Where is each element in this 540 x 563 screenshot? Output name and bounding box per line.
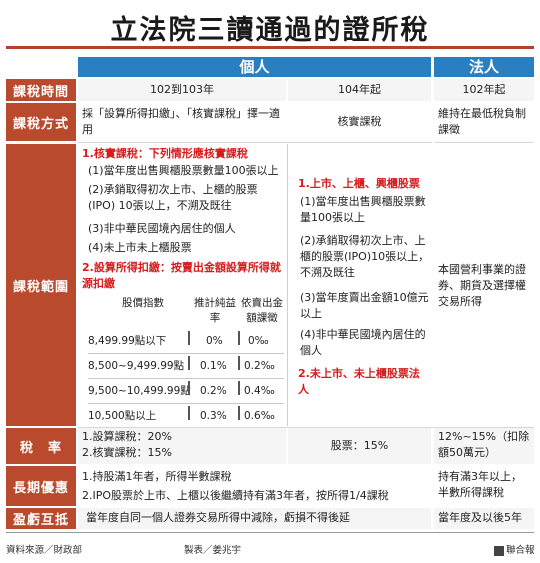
table-separator <box>188 356 190 370</box>
footer-maker: 製表／姜兆宇 <box>184 545 242 556</box>
table-cell-margin: 0.1% <box>200 360 227 372</box>
method-individual-col1: 採「設算所得扣繳」、「核實課稅」擇一適用 <box>82 104 284 140</box>
method-individual-col2: 核實課稅 <box>288 103 431 141</box>
header-corporate: 法人 <box>434 57 534 77</box>
incentive-individual-2: 2.IPO股票於上市、上櫃以後繼續持有滿3年者，按所得1/4課稅 <box>82 489 389 502</box>
table-row: 10,500點以上 0.3% 0.6‰ <box>88 406 284 426</box>
row-label-method: 課稅方式 <box>6 103 76 141</box>
scope-col2-item-1: (1)當年度出售興櫃股票數量100張以上 <box>300 195 426 224</box>
row-label-offset: 盈虧互抵 <box>6 508 76 529</box>
scope-col2-heading-1: 1.上市、上櫃、興櫃股票 <box>298 177 420 190</box>
row-label-incentive: 長期優惠 <box>6 466 76 506</box>
title-underline <box>6 46 534 49</box>
rate-individual-assessed: 1.設算課稅：20% <box>82 430 172 443</box>
incentive-individual-1: 1.持股滿1年者，所得半數課稅 <box>82 470 232 483</box>
column-divider <box>287 144 288 426</box>
table-cell-index: 8,499.99點以下 <box>88 335 167 347</box>
row-label-time: 課稅時間 <box>6 79 76 101</box>
footer-source: 資料來源／財政部 <box>6 545 83 556</box>
table-cell-margin: 0% <box>206 335 223 347</box>
page-title: 立法院三讀通過的證所稅 <box>110 15 430 46</box>
scope-individual-col2: 1.上市、上櫃、興櫃股票 (1)當年度出售興櫃股票數量100張以上 (2)承銷取… <box>292 176 431 406</box>
scope-individual-col1: 1.核實課稅：下列情形應核實課稅 (1)當年度出售興櫃股票數量100張以上 (2… <box>80 146 286 296</box>
time-corporate: 102年起 <box>434 79 534 101</box>
table-cell-levy: 0.6‰ <box>244 410 275 422</box>
table-separator <box>188 331 190 345</box>
table-rule <box>88 378 284 379</box>
table-separator <box>238 356 240 370</box>
table-rule <box>88 353 284 354</box>
scope-col2-item-3: (3)當年度賣出金額10億元以上 <box>300 291 429 320</box>
table-separator <box>238 331 240 345</box>
table-header-index: 股價指數 <box>122 297 164 309</box>
scope-col1-item-2: (2)承銷取得初次上市、上櫃的股票(IPO) 10張以上，不溯及既往 <box>88 183 258 212</box>
table-separator <box>188 406 190 420</box>
divider <box>78 142 534 143</box>
table-rule <box>88 403 284 404</box>
table-separator <box>238 406 240 420</box>
table-cell-margin: 0.2% <box>200 385 227 397</box>
offset-individual: 當年度自同一個人證券交易所得中減除，虧損不得後延 <box>78 508 431 529</box>
table-cell-levy: 0.2‰ <box>244 360 275 372</box>
time-individual-col2: 104年起 <box>288 79 431 101</box>
scope-col2-item-2: (2)承銷取得初次上市、上櫃的股票(IPO)10張以上，不溯及既往 <box>300 234 430 279</box>
footer-rule <box>6 532 534 533</box>
table-cell-index: 8,500~9,499.99點 <box>88 360 185 372</box>
row-label-rate: 稅 率 <box>6 428 76 464</box>
table-cell-index: 10,500點以上 <box>88 410 157 422</box>
table-cell-margin: 0.3% <box>200 410 227 422</box>
scope-col1-heading-2: 2.設算所得扣繳：按賣出金額設算所得就源扣繳 <box>82 261 281 290</box>
incentive-individual: 1.持股滿1年者，所得半數課稅 2.IPO股票於上市、上櫃以後繼續持有滿3年者，… <box>78 467 431 505</box>
footer-publisher-name: 聯合報 <box>506 545 535 556</box>
offset-corporate: 當年度及以後5年 <box>434 508 534 529</box>
table-cell-index: 9,500~10,499.99點 <box>88 385 191 397</box>
table-separator <box>238 381 240 395</box>
table-row: 8,499.99點以下 0% 0‰ <box>88 331 284 351</box>
scope-col1-item-1: (1)當年度出售興櫃股票數量100張以上 <box>88 164 279 177</box>
header-individual: 個人 <box>78 57 431 77</box>
footer-publisher: 聯合報 <box>494 542 535 556</box>
time-individual-col1: 102到103年 <box>78 79 286 101</box>
divider <box>78 427 534 428</box>
scope-col2-item-4: (4)非中華民國境內居住的個人 <box>300 328 426 357</box>
scope-col1-item-3: (3)非中華民國境內居住的個人 <box>88 222 236 235</box>
method-corporate: 維持在最低稅負制課徵 <box>438 104 532 140</box>
table-cell-levy: 0.4‰ <box>244 385 275 397</box>
rate-individual-actual: 2.核實課稅：15% <box>82 446 172 459</box>
column-divider <box>432 57 434 527</box>
rate-individual-col1: 1.設算課稅：20% 2.核實課稅：15% <box>78 428 286 464</box>
table-separator <box>188 381 190 395</box>
scope-col1-item-4: (4)未上市未上櫃股票 <box>88 241 192 254</box>
row-label-scope: 課稅範圍 <box>6 144 76 426</box>
scope-col2-heading-2: 2.未上市、未上櫃股票法人 <box>298 367 420 396</box>
table-row: 9,500~10,499.99點 0.2% 0.4‰ <box>88 381 284 401</box>
rate-corporate: 12%~15%（扣除額50萬元） <box>434 428 534 464</box>
publisher-logo-icon <box>494 545 504 556</box>
scope-corporate: 本國營利事業的證券、期貨及選擇權交易所得 <box>438 262 532 322</box>
scope-col1-heading-1: 1.核實課稅：下列情形應核實課稅 <box>82 147 248 160</box>
table-header-levy: 依賣出金額課徵 <box>241 297 283 324</box>
rate-individual-col2: 股票：15% <box>288 428 431 464</box>
table-row: 8,500~9,499.99點 0.1% 0.2‰ <box>88 356 284 376</box>
table-cell-levy: 0‰ <box>248 335 269 347</box>
table-header-margin: 推計純益率 <box>194 297 236 324</box>
incentive-corporate: 持有滿3年以上，半數所得課稅 <box>436 467 534 505</box>
